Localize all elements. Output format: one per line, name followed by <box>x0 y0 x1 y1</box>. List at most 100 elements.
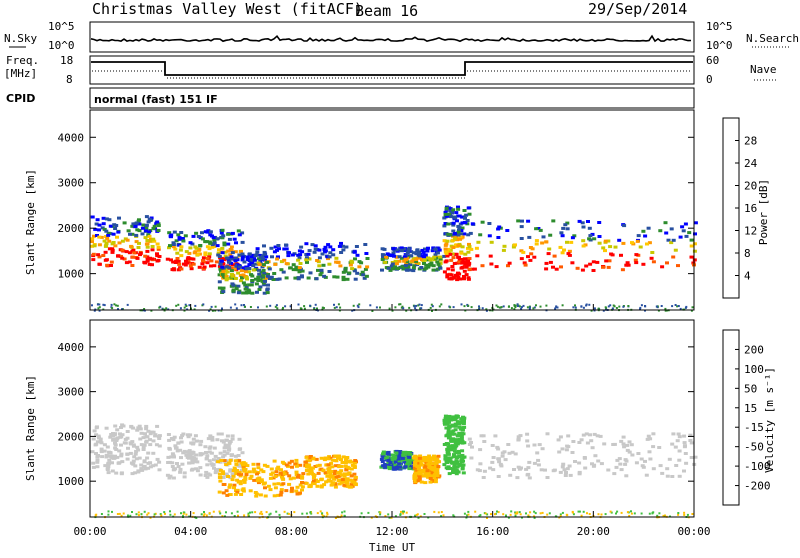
echo-pixel <box>296 473 301 477</box>
echo-pixel <box>107 454 112 458</box>
echo-pixel <box>451 455 456 459</box>
echo-pixel <box>262 291 267 295</box>
noise-pixel <box>202 303 205 306</box>
echo-pixel <box>96 253 101 257</box>
echo-pixel <box>231 469 236 473</box>
echo-pixel <box>184 250 189 254</box>
echo-pixel <box>581 225 586 229</box>
echo-pixel <box>591 260 596 264</box>
echo-pixel <box>113 244 118 248</box>
echo-pixel <box>315 464 320 468</box>
echo-pixel <box>319 268 324 272</box>
noise-pixel <box>173 513 176 516</box>
noise-pixel <box>319 510 322 513</box>
echo-pixel <box>134 240 139 244</box>
x-tick-label: 12:00 <box>375 525 408 538</box>
echo-pixel <box>203 253 208 257</box>
echo-pixel <box>218 479 223 483</box>
echo-pixel <box>333 464 338 468</box>
beam-label: Beam 16 <box>355 2 418 20</box>
echo-pixel <box>240 488 245 492</box>
echo-pixel <box>332 472 337 475</box>
echo-pixel <box>445 467 450 471</box>
echo-pixel <box>446 436 451 440</box>
echo-pixel <box>423 472 428 476</box>
echo-pixel <box>167 231 172 235</box>
echo-pixel <box>674 464 679 467</box>
echo-pixel <box>422 262 426 265</box>
echo-pixel <box>415 464 420 468</box>
noise-pixel <box>554 515 557 518</box>
echo-pixel <box>198 466 203 470</box>
echo-pixel <box>643 234 648 238</box>
echo-pixel <box>304 256 309 260</box>
echo-pixel <box>603 249 607 253</box>
echo-pixel <box>239 493 244 496</box>
noise-pixel <box>103 304 106 307</box>
echo-pixel <box>451 470 456 474</box>
echo-pixel <box>219 432 224 436</box>
echo-pixel <box>275 467 280 471</box>
echo-pixel <box>446 232 451 236</box>
echo-pixel <box>221 256 226 260</box>
echo-pixel <box>647 450 652 454</box>
echo-pixel <box>294 470 299 474</box>
echo-pixel <box>205 454 210 458</box>
noise-pixel <box>513 304 516 307</box>
echo-pixel <box>317 248 322 252</box>
noise-pixel <box>214 305 217 308</box>
noise-pixel <box>316 512 319 515</box>
echo-pixel <box>188 452 193 456</box>
echo-pixel <box>328 251 333 255</box>
echo-pixel <box>666 238 671 242</box>
echo-pixel <box>261 257 266 261</box>
power-panel <box>90 205 698 312</box>
noise-pixel <box>205 514 208 517</box>
echo-pixel <box>236 291 241 295</box>
echo-pixel <box>403 465 408 469</box>
noise-pixel <box>274 305 277 308</box>
echo-pixel <box>205 261 210 265</box>
echo-pixel <box>169 455 174 459</box>
echo-pixel <box>179 245 184 249</box>
noise-pixel <box>379 306 381 309</box>
echo-pixel <box>253 254 258 258</box>
echo-pixel <box>250 260 255 264</box>
echo-pixel <box>156 435 161 439</box>
echo-pixel <box>317 463 322 467</box>
echo-pixel <box>256 466 261 470</box>
echo-pixel <box>539 468 544 472</box>
echo-pixel <box>426 265 431 269</box>
noise-pixel <box>615 512 617 515</box>
echo-pixel <box>527 460 532 464</box>
echo-pixel <box>208 230 213 234</box>
noise-pixel <box>297 303 300 306</box>
noise-pixel <box>657 309 660 312</box>
echo-pixel <box>204 451 208 454</box>
noise-pixel <box>357 306 360 309</box>
noise-pixel <box>400 306 403 309</box>
echo-pixel <box>182 449 187 453</box>
echo-pixel <box>673 248 678 252</box>
echo-pixel <box>323 245 328 249</box>
echo-pixel <box>239 472 244 476</box>
echo-pixel <box>348 478 353 482</box>
echo-pixel <box>606 239 611 243</box>
echo-pixel <box>146 466 151 470</box>
noise-pixel <box>502 305 505 308</box>
echo-pixel <box>276 465 281 469</box>
echo-pixel <box>94 222 99 226</box>
echo-pixel <box>120 239 125 243</box>
echo-pixel <box>519 257 524 261</box>
echo-pixel <box>452 232 457 235</box>
echo-pixel <box>413 461 418 465</box>
echo-pixel <box>481 434 486 438</box>
echo-pixel <box>229 261 234 265</box>
noise-pixel <box>321 306 324 309</box>
echo-pixel <box>291 476 296 480</box>
echo-pixel <box>355 271 360 275</box>
echo-pixel <box>451 418 456 422</box>
echo-pixel <box>491 456 496 459</box>
echo-pixel <box>171 260 176 264</box>
echo-pixel <box>461 463 466 467</box>
